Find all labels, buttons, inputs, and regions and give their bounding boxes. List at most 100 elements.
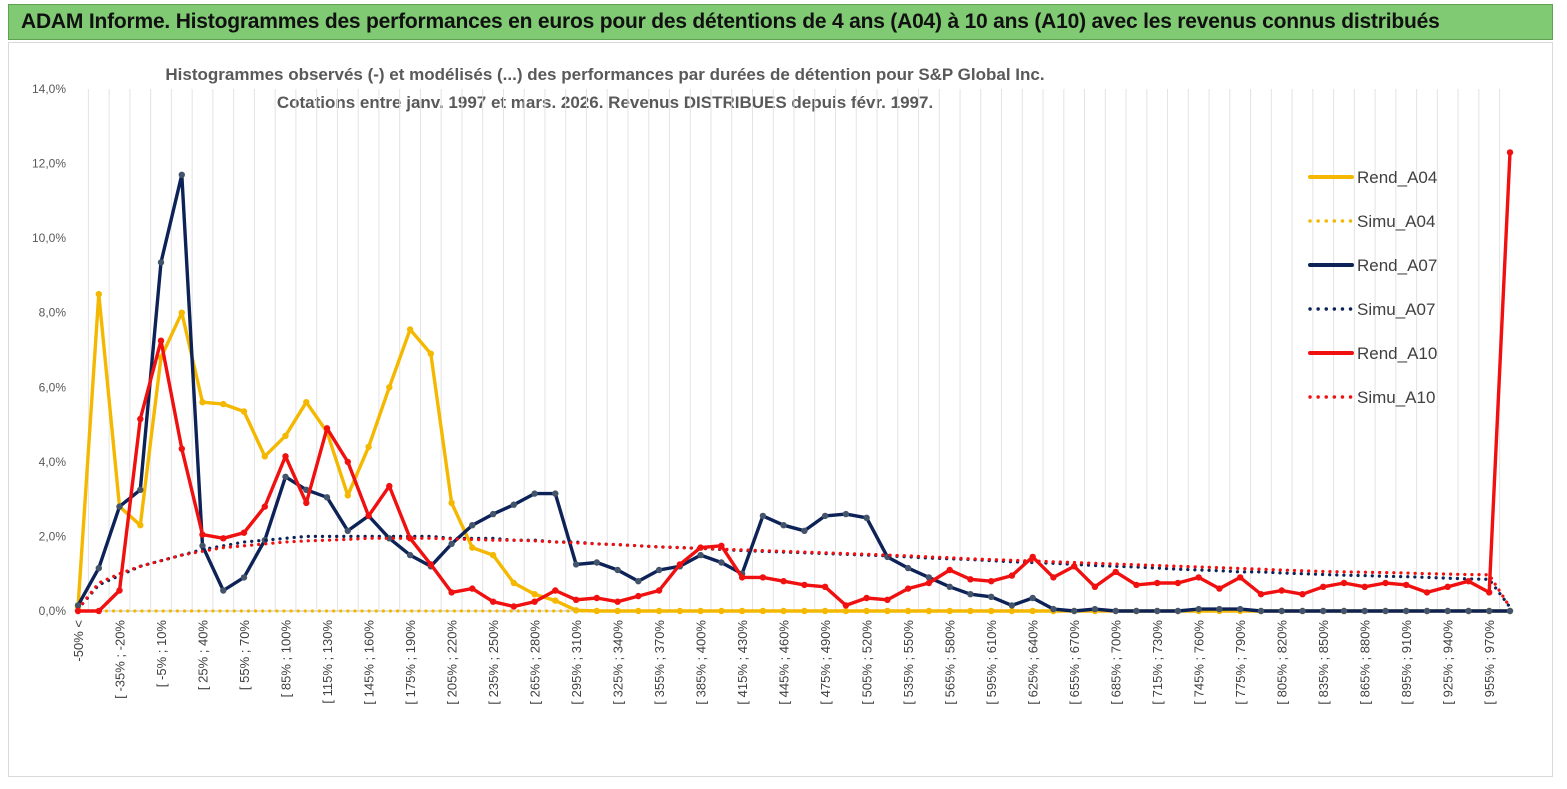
point-rend-a07 <box>1237 605 1244 613</box>
point-rend-a07 <box>1320 607 1327 615</box>
point-rend-a10 <box>552 587 559 594</box>
point-rend-a07 <box>199 542 206 549</box>
chart-title: Histogrammes observés (-) et modélisés (… <box>165 65 1044 84</box>
x-tick-label: [ 145% ; 160% <box>362 620 377 705</box>
x-tick-label: [ 415% ; 430% <box>735 620 750 705</box>
x-tick-label: [ 475% ; 490% <box>818 620 833 705</box>
point-rend-a10 <box>718 542 725 549</box>
point-rend-a07 <box>842 510 850 518</box>
point-rend-a10 <box>427 561 434 568</box>
point-rend-a07 <box>531 490 538 497</box>
legend-label-rend-a10: Rend_A10 <box>1357 344 1437 363</box>
point-rend-a07 <box>821 512 829 520</box>
point-rend-a04 <box>199 399 206 406</box>
legend: Rend_A04 Simu_A04 Rend_A07 Simu_A07 Rend_A10… <box>1308 168 1437 407</box>
point-rend-a07 <box>1154 607 1161 615</box>
point-rend-a10 <box>1403 581 1410 589</box>
point-rend-a07 <box>801 527 808 534</box>
report-banner: ADAM Informe. Histogrammes des performan… <box>8 4 1553 40</box>
point-rend-a10 <box>220 535 227 542</box>
point-rend-a10 <box>95 607 103 615</box>
point-rend-a10 <box>1050 574 1057 581</box>
point-rend-a07 <box>1050 605 1057 613</box>
point-rend-a10 <box>1444 583 1451 590</box>
point-rend-a10 <box>469 585 476 592</box>
series-layer <box>74 149 1514 615</box>
point-rend-a07 <box>655 566 663 574</box>
x-tick-label: [ 265% ; 280% <box>528 620 543 705</box>
x-tick-label: [ 235% ; 250% <box>486 620 501 705</box>
point-rend-a07 <box>1133 607 1140 615</box>
point-rend-a04 <box>801 607 808 615</box>
point-rend-a10 <box>344 458 351 466</box>
point-rend-a10 <box>282 453 289 460</box>
point-rend-a07 <box>967 591 974 598</box>
point-rend-a07 <box>95 564 103 572</box>
x-tick-label: [ 535% ; 550% <box>901 620 916 705</box>
point-rend-a04 <box>261 453 268 460</box>
x-tick-label: [ 325% ; 340% <box>611 620 626 705</box>
point-rend-a07 <box>614 566 621 574</box>
point-rend-a10 <box>1465 578 1472 585</box>
y-tick-label: 8,0% <box>39 306 67 320</box>
point-rend-a04 <box>718 607 725 615</box>
point-rend-a10 <box>448 589 455 596</box>
y-tick-label: 4,0% <box>39 455 67 469</box>
point-rend-a07 <box>593 559 600 566</box>
point-rend-a07 <box>635 578 642 585</box>
x-tick-label: [ 85% ; 100% <box>279 620 294 698</box>
point-rend-a10 <box>1008 572 1016 579</box>
x-tick-label: [ -35% ; -20% <box>113 620 128 699</box>
series-line-simu-a10 <box>76 536 1512 611</box>
x-tick-label: [ 505% ; 520% <box>860 620 875 705</box>
point-rend-a10 <box>780 578 787 585</box>
x-tick-label: [ 25% ; 40% <box>196 620 211 691</box>
y-tick-label: 0,0% <box>39 604 67 618</box>
x-tick-label: [ 445% ; 460% <box>777 620 792 705</box>
x-tick-label: [ 565% ; 580% <box>943 620 958 705</box>
point-rend-a04 <box>759 607 767 615</box>
point-rend-a10 <box>842 602 850 609</box>
point-rend-a10 <box>821 583 829 590</box>
point-rend-a07 <box>1340 607 1348 615</box>
x-tick-label: -50% < <box>71 620 86 662</box>
y-tick-label: 6,0% <box>39 380 67 394</box>
point-rend-a04 <box>448 499 455 507</box>
point-rend-a10 <box>925 579 933 587</box>
point-rend-a07 <box>240 574 248 581</box>
point-rend-a07 <box>1299 607 1306 615</box>
point-rend-a10 <box>676 561 684 568</box>
point-rend-a10 <box>386 482 393 490</box>
point-rend-a10 <box>967 576 974 583</box>
point-rend-a10 <box>614 598 621 605</box>
point-rend-a10 <box>884 596 891 603</box>
point-rend-a04 <box>386 384 393 391</box>
point-rend-a10 <box>1382 579 1389 587</box>
point-rend-a07 <box>1091 605 1099 613</box>
point-rend-a10 <box>1278 587 1285 594</box>
point-rend-a07 <box>1444 607 1451 615</box>
x-tick-label: [ 775% ; 790% <box>1233 620 1248 705</box>
x-tick-label: [ 925% ; 940% <box>1441 620 1456 705</box>
point-rend-a07 <box>1195 605 1202 613</box>
point-rend-a10 <box>946 566 953 574</box>
point-rend-a10 <box>510 603 517 610</box>
point-rend-a10 <box>178 445 185 452</box>
point-rend-a04 <box>780 607 787 615</box>
point-rend-a07 <box>1112 607 1119 615</box>
point-rend-a10 <box>1071 563 1078 570</box>
point-rend-a10 <box>1195 574 1202 581</box>
point-rend-a07 <box>489 510 497 518</box>
point-rend-a04 <box>282 432 289 439</box>
point-rend-a04 <box>344 492 351 499</box>
y-tick-label: 2,0% <box>39 529 67 543</box>
point-rend-a04 <box>531 591 538 598</box>
point-rend-a10 <box>240 529 248 536</box>
point-rend-a10 <box>1154 579 1161 587</box>
point-rend-a04 <box>95 290 103 298</box>
point-rend-a07 <box>1071 607 1078 615</box>
point-rend-a04 <box>178 309 185 316</box>
point-rend-a10 <box>137 415 144 423</box>
x-tick-label: [ 865% ; 880% <box>1358 620 1373 705</box>
